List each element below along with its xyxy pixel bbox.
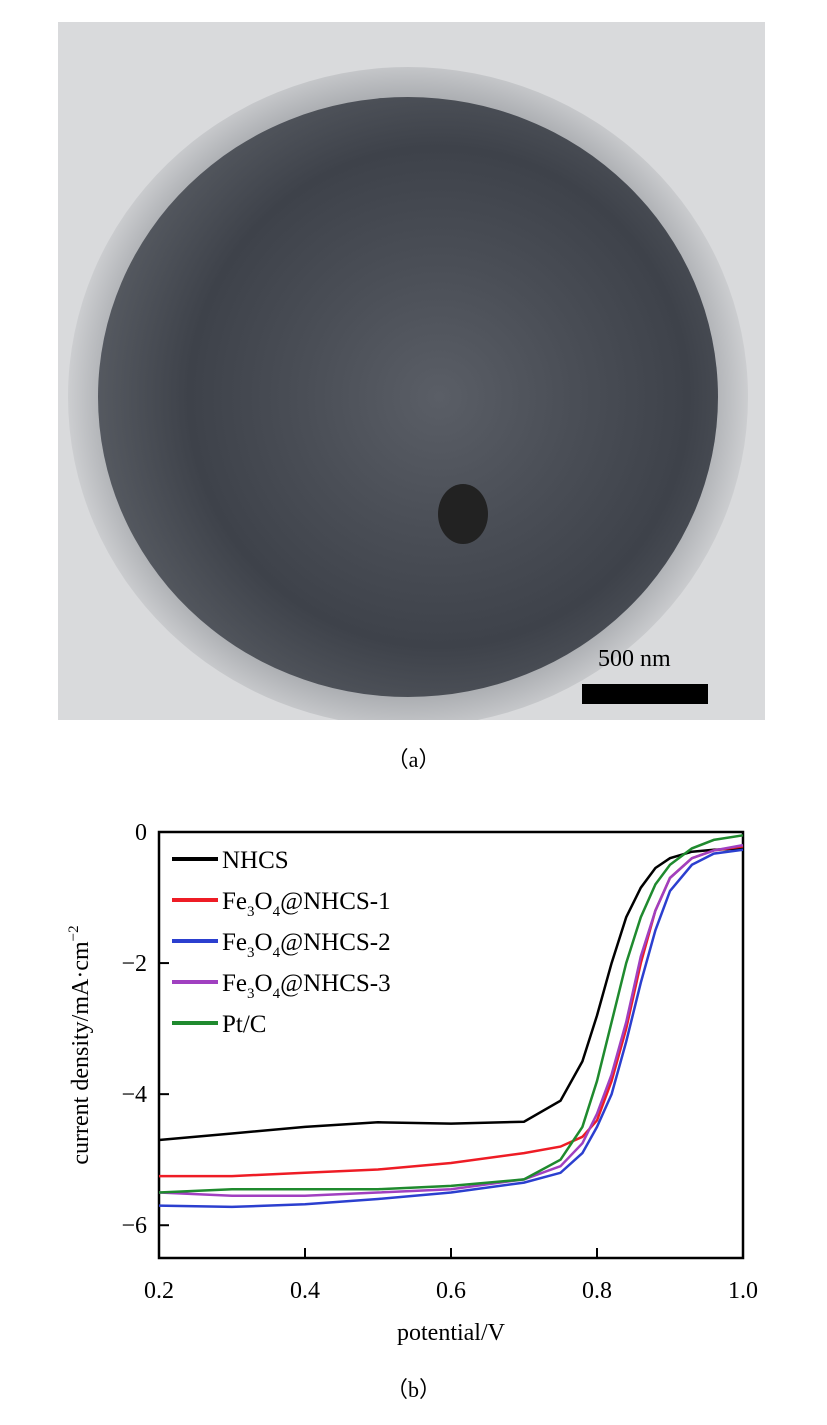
series-line-3 <box>158 843 744 1197</box>
y-tick-label: −6 <box>121 1213 147 1239</box>
x-axis-label: potential/V <box>397 1320 506 1346</box>
x-tick-label: 0.8 <box>582 1278 612 1304</box>
legend-label-part: 3 <box>247 986 255 1002</box>
legend-label-part: 3 <box>247 904 255 920</box>
x-tick-label: 0.2 <box>144 1278 174 1304</box>
y-axis-label: current density/mA·cm−2 <box>66 925 94 1164</box>
legend-label-part: O <box>255 970 273 997</box>
legend-label-3: Fe3O4@NHCS-3 <box>222 970 391 1002</box>
legend-label-part: 4 <box>273 945 281 961</box>
lsv-chart: 0.2 0.4 0.6 0.8 1.0 0 −2 −4 −6 potential/V current… <box>66 820 758 1346</box>
series-line-2 <box>158 848 744 1209</box>
y-tick-label: −2 <box>121 951 147 977</box>
legend-label-part: @NHCS-3 <box>280 970 391 997</box>
hollow-sphere-particle <box>98 97 718 697</box>
legend-label-part: Fe <box>222 929 247 956</box>
legend-label-2: Fe3O4@NHCS-2 <box>222 929 391 961</box>
legend-label-part: Fe <box>222 888 247 915</box>
legend-label-part: NHCS <box>222 847 289 874</box>
y-axis-label-superscript: −2 <box>66 925 82 941</box>
legend-label-part: O <box>255 929 273 956</box>
legend-label-part: Pt/C <box>222 1011 266 1038</box>
y-tick-label: 0 <box>135 820 147 846</box>
legend-label-part: Fe <box>222 970 247 997</box>
x-tick-label: 1.0 <box>728 1278 758 1304</box>
scale-bar-label: 500 nm <box>598 646 671 672</box>
legend-label-part: O <box>255 888 273 915</box>
x-tick-label: 0.6 <box>436 1278 466 1304</box>
series-line-4 <box>158 834 744 1194</box>
tem-micrograph: 500 nm <box>58 22 765 720</box>
dark-spot <box>438 484 488 544</box>
scale-bar <box>582 684 708 704</box>
caption-b: （b） <box>385 1377 441 1402</box>
legend-label-1: Fe3O4@NHCS-1 <box>222 888 391 920</box>
legend-label-part: @NHCS-2 <box>280 929 391 956</box>
x-tick-label: 0.4 <box>290 1278 320 1304</box>
series-line-0 <box>158 847 744 1142</box>
legend-label-part: 3 <box>247 945 255 961</box>
y-tick-label: −4 <box>121 1082 147 1108</box>
legend-label-part: 4 <box>273 986 281 1002</box>
legend-label-part: 4 <box>273 904 281 920</box>
legend-label-part: @NHCS-1 <box>280 888 391 915</box>
legend-label-4: Pt/C <box>222 1011 266 1038</box>
caption-a: （a） <box>386 747 441 772</box>
legend-label-0: NHCS <box>222 847 289 874</box>
